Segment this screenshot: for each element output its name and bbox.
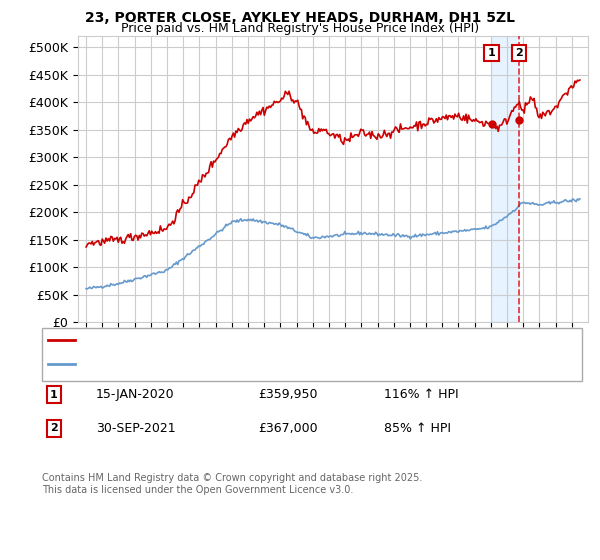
Text: 116% ↑ HPI: 116% ↑ HPI [384,388,458,402]
Text: HPI: Average price, detached house, County Durham: HPI: Average price, detached house, Coun… [81,359,376,369]
Text: £367,000: £367,000 [258,422,317,435]
Text: 2: 2 [515,48,523,58]
Text: 23, PORTER CLOSE, AYKLEY HEADS, DURHAM, DH1 5ZL: 23, PORTER CLOSE, AYKLEY HEADS, DURHAM, … [85,11,515,25]
Text: 15-JAN-2020: 15-JAN-2020 [96,388,175,402]
Text: 1: 1 [488,48,496,58]
Text: Contains HM Land Registry data © Crown copyright and database right 2025.
This d: Contains HM Land Registry data © Crown c… [42,473,422,495]
Text: 85% ↑ HPI: 85% ↑ HPI [384,422,451,435]
Text: 30-SEP-2021: 30-SEP-2021 [96,422,176,435]
Text: 2: 2 [50,423,58,433]
Text: 23, PORTER CLOSE, AYKLEY HEADS, DURHAM, DH1 5ZL (detached house): 23, PORTER CLOSE, AYKLEY HEADS, DURHAM, … [81,335,490,345]
Bar [491,36,519,322]
Text: 1: 1 [50,390,58,400]
Text: Price paid vs. HM Land Registry's House Price Index (HPI): Price paid vs. HM Land Registry's House … [121,22,479,35]
Text: £359,950: £359,950 [258,388,317,402]
